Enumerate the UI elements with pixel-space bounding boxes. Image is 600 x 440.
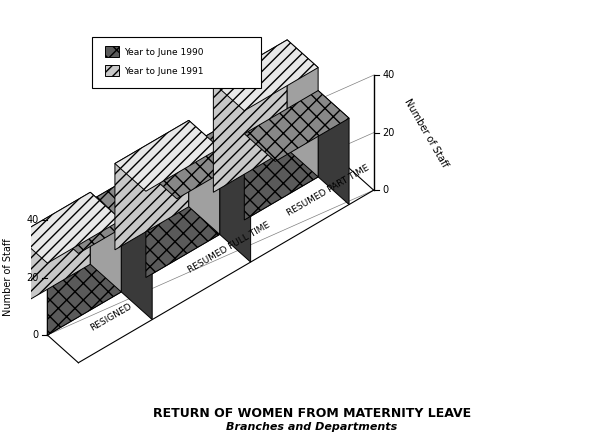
Text: RESUMED FULL TIME: RESUMED FULL TIME bbox=[187, 221, 272, 275]
Text: RESIGNED: RESIGNED bbox=[88, 302, 133, 333]
Polygon shape bbox=[16, 192, 121, 263]
FancyBboxPatch shape bbox=[92, 37, 261, 88]
Polygon shape bbox=[146, 128, 220, 278]
Text: Year to June 1991: Year to June 1991 bbox=[124, 67, 204, 76]
Text: 40: 40 bbox=[382, 70, 394, 80]
Text: Number of Staff: Number of Staff bbox=[402, 96, 449, 169]
Polygon shape bbox=[115, 121, 220, 191]
Polygon shape bbox=[47, 183, 121, 335]
Polygon shape bbox=[244, 91, 318, 220]
Polygon shape bbox=[214, 40, 318, 111]
Text: 40: 40 bbox=[27, 215, 39, 225]
Text: RETURN OF WOMEN FROM MATERNITY LEAVE: RETURN OF WOMEN FROM MATERNITY LEAVE bbox=[153, 407, 471, 420]
Polygon shape bbox=[115, 121, 189, 250]
Polygon shape bbox=[189, 121, 220, 235]
Polygon shape bbox=[318, 91, 349, 205]
Text: Number of Staff: Number of Staff bbox=[3, 239, 13, 316]
Text: Year to June 1990: Year to June 1990 bbox=[124, 48, 204, 57]
Text: 0: 0 bbox=[33, 330, 39, 340]
Text: 20: 20 bbox=[26, 272, 39, 282]
Polygon shape bbox=[91, 192, 121, 292]
Polygon shape bbox=[47, 183, 152, 253]
Text: 0: 0 bbox=[382, 185, 388, 195]
Polygon shape bbox=[16, 192, 91, 308]
Polygon shape bbox=[146, 128, 251, 199]
FancyBboxPatch shape bbox=[105, 46, 119, 57]
Polygon shape bbox=[121, 183, 152, 319]
Polygon shape bbox=[214, 40, 287, 192]
Polygon shape bbox=[244, 91, 349, 161]
Text: 20: 20 bbox=[382, 128, 394, 138]
Polygon shape bbox=[287, 40, 318, 177]
FancyBboxPatch shape bbox=[105, 65, 119, 76]
Text: RESUMED PART TIME: RESUMED PART TIME bbox=[285, 163, 371, 218]
Polygon shape bbox=[220, 128, 251, 262]
Text: Branches and Departments: Branches and Departments bbox=[226, 422, 397, 432]
